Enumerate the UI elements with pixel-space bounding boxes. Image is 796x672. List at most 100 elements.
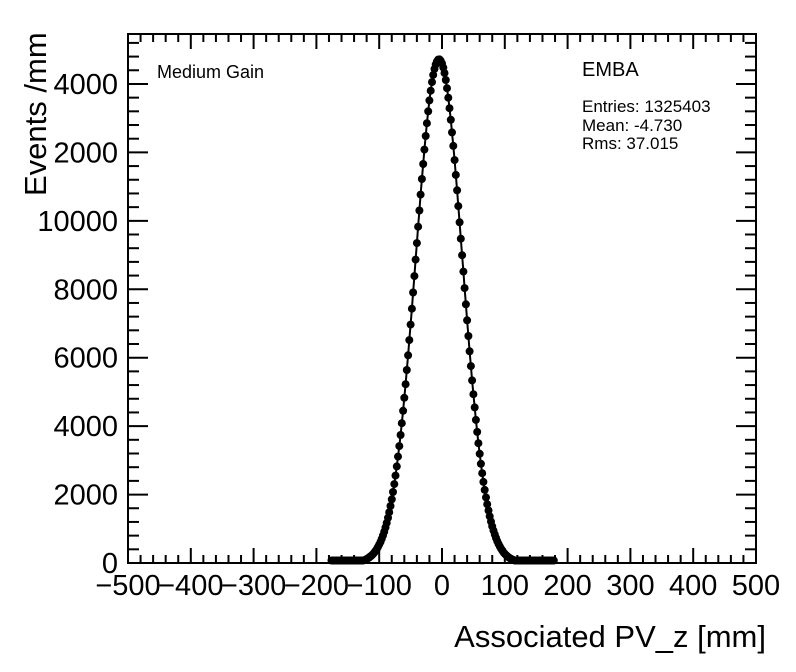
data-point (471, 415, 480, 424)
data-point (397, 419, 406, 428)
data-point (421, 132, 430, 140)
data-point (459, 267, 468, 276)
x-tick-label: 300 (606, 570, 654, 602)
data-point (455, 218, 464, 227)
x-tick-label: −400 (158, 570, 223, 602)
y-tick-label: 4000 (53, 411, 118, 443)
stats-box: Entries: 1325403 Mean: -4.730 Rms: 37.01… (582, 97, 711, 154)
x-tick-label: 0 (434, 570, 450, 602)
y-axis-tick-labels: 0 2000 4000 6000 8000 10000 2000 4000 (37, 69, 118, 580)
data-point (409, 288, 418, 297)
data-point (392, 462, 401, 471)
x-tick-label: 100 (481, 570, 529, 602)
data-point (396, 431, 405, 439)
y-tick-label: 2000 (53, 480, 118, 512)
data-point (410, 272, 419, 281)
data-point (385, 508, 394, 517)
data-point (483, 500, 492, 509)
data-point (466, 362, 475, 371)
data-point (470, 403, 479, 412)
data-point (417, 175, 426, 183)
data-point (422, 119, 431, 128)
y-tick-label: 6000 (53, 343, 118, 375)
gain-mode-label: Medium Gain (157, 62, 265, 82)
data-point (412, 239, 421, 248)
data-point (445, 104, 454, 113)
data-points (327, 55, 558, 565)
data-point (426, 86, 435, 95)
data-point (448, 128, 456, 137)
x-tick-label: −100 (347, 570, 412, 602)
data-point (390, 480, 399, 489)
data-point (402, 366, 411, 374)
data-point (475, 449, 484, 458)
data-point (460, 284, 469, 293)
data-point (444, 93, 453, 102)
data-point (419, 160, 428, 168)
data-point (400, 393, 409, 402)
data-point (386, 502, 395, 510)
data-point (401, 380, 410, 389)
data-point (394, 452, 402, 461)
data-point (411, 255, 420, 264)
data-point (407, 304, 416, 313)
data-point (469, 390, 478, 399)
x-tick-label: −200 (284, 570, 349, 602)
x-axis-tick-labels: −500−400−300−200−100 0 100 200 300 400 500 (95, 570, 780, 602)
data-line (331, 58, 554, 562)
data-point (414, 222, 423, 231)
data-point (399, 406, 408, 415)
data-point (389, 488, 397, 496)
data-point (461, 300, 470, 309)
data-point (425, 96, 434, 105)
x-tick-label: 500 (732, 570, 780, 602)
y-tick-label: 2000 (53, 137, 118, 169)
data-point (441, 76, 450, 84)
stats-entries: Entries: 1325403 (582, 97, 711, 116)
data-point (476, 459, 485, 468)
x-tick-label: −300 (221, 570, 286, 602)
data-point (406, 320, 415, 329)
data-point (395, 442, 404, 451)
data-point (456, 234, 465, 243)
data-point (391, 471, 400, 480)
y-tick-label: 0 (102, 548, 118, 580)
data-point (424, 107, 433, 116)
y-tick-label: 4000 (53, 69, 118, 101)
data-point (420, 145, 429, 154)
data-point (479, 477, 488, 486)
stats-mean: Mean: -4.730 (582, 115, 683, 135)
data-point (451, 170, 460, 179)
data-point (549, 556, 558, 565)
data-point (428, 78, 436, 87)
data-point (465, 347, 474, 356)
axis-ticks (127, 34, 757, 564)
data-point (480, 485, 489, 494)
data-point (453, 186, 462, 195)
data-point (449, 141, 458, 150)
x-axis-title: Associated PV_z [mm] (454, 619, 766, 654)
data-point (404, 351, 413, 360)
data-point (478, 469, 487, 478)
data-point (387, 495, 396, 504)
data-point (450, 156, 459, 165)
x-tick-label: −500 (95, 570, 160, 602)
x-tick-label: 200 (543, 570, 591, 602)
x-tick-label: 400 (669, 570, 717, 602)
data-point (440, 69, 449, 78)
stats-rms: Rms: 37.015 (582, 134, 679, 153)
data-point (429, 70, 438, 79)
data-point (474, 439, 483, 448)
data-point (464, 332, 473, 340)
dataset-label: EMBA (582, 59, 639, 81)
data-point (463, 316, 472, 325)
data-point (415, 206, 424, 215)
data-point (458, 251, 467, 260)
data-point (454, 202, 463, 211)
data-point (416, 190, 425, 199)
data-point (473, 427, 482, 436)
y-tick-label: 8000 (53, 274, 118, 306)
y-axis-title: Events /mm (18, 32, 53, 196)
data-point (446, 115, 455, 124)
